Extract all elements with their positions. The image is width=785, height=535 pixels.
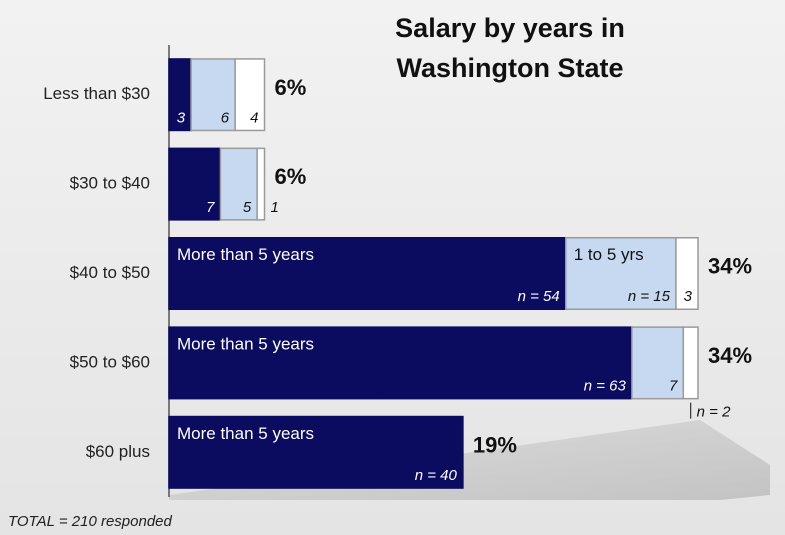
chart-title: Washington State bbox=[397, 53, 624, 83]
bar-segment bbox=[565, 236, 677, 311]
series-label: More than 5 years bbox=[177, 335, 314, 354]
footnote: TOTAL = 210 responded bbox=[8, 513, 173, 530]
bar-segment bbox=[190, 58, 236, 132]
value-label: n = 63 bbox=[584, 378, 627, 395]
category-label: $60 plus bbox=[86, 442, 150, 461]
bar-segment bbox=[168, 236, 567, 311]
value-label: 7 bbox=[669, 378, 678, 395]
category-label: $30 to $40 bbox=[70, 174, 150, 193]
series-label: More than 5 years bbox=[177, 424, 314, 443]
bar-segment bbox=[675, 236, 699, 311]
value-label: n = 40 bbox=[415, 467, 458, 484]
bar-segment bbox=[234, 58, 266, 132]
series-label: 1 to 5 yrs bbox=[574, 245, 644, 264]
value-label: n = 54 bbox=[518, 288, 560, 305]
value-label: 4 bbox=[250, 109, 258, 126]
value-label: 1 bbox=[271, 199, 279, 216]
percent-label: 6% bbox=[275, 164, 307, 189]
percent-label: 34% bbox=[708, 254, 752, 279]
value-label: 5 bbox=[243, 199, 252, 216]
bar-segment bbox=[219, 147, 258, 221]
chart-title: Salary by years in bbox=[395, 13, 625, 43]
category-label: $40 to $50 bbox=[70, 263, 150, 282]
category-label: Less than $30 bbox=[43, 84, 150, 103]
category-label: $50 to $60 bbox=[70, 352, 150, 371]
series-label: More than 5 years bbox=[177, 245, 314, 264]
percent-label: 6% bbox=[275, 75, 307, 100]
percent-label: 19% bbox=[473, 432, 517, 457]
value-label: 3 bbox=[684, 288, 693, 305]
value-label: 6 bbox=[221, 109, 230, 126]
bar-segment bbox=[256, 147, 266, 221]
value-label: n = 15 bbox=[628, 288, 671, 305]
bar-segment bbox=[168, 415, 464, 489]
value-label: n = 2 bbox=[697, 404, 731, 421]
bar-segment bbox=[682, 326, 699, 400]
value-label: 7 bbox=[206, 199, 215, 216]
percent-label: 34% bbox=[708, 343, 752, 368]
value-label: 3 bbox=[177, 109, 186, 126]
bar-segment bbox=[168, 147, 222, 221]
